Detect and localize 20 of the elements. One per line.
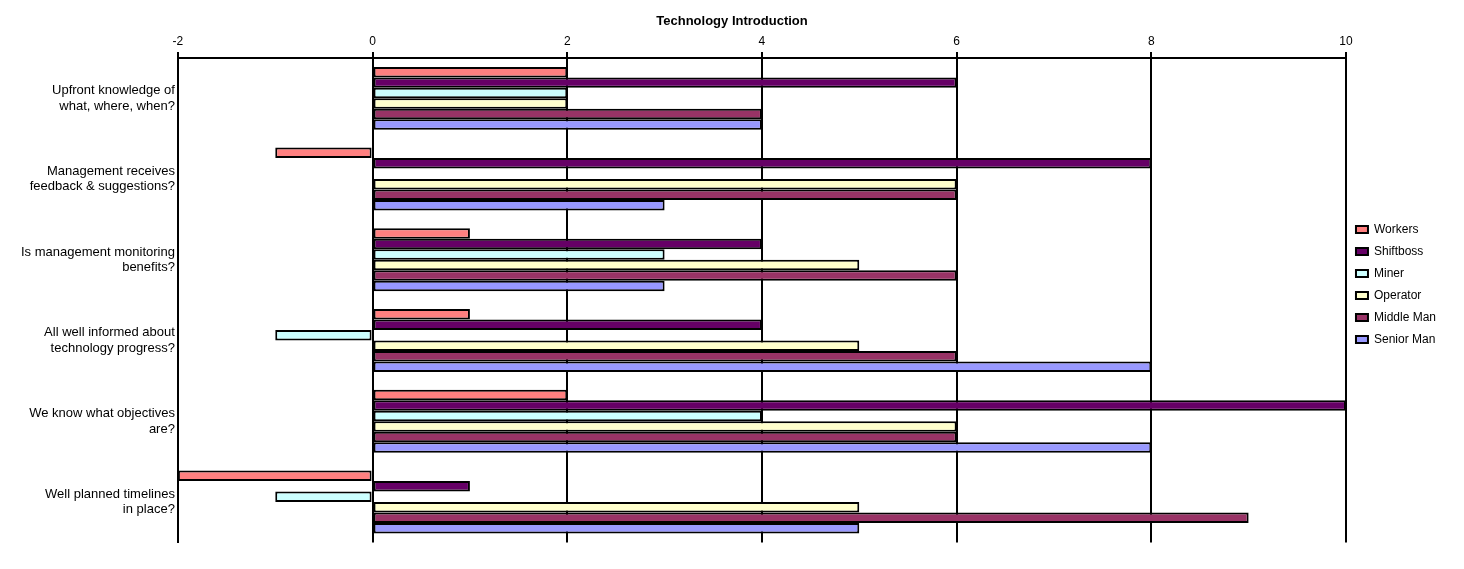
legend-label: Miner	[1373, 265, 1404, 280]
y-tick-label: Well planned timelines in place?	[45, 485, 176, 517]
legend-label: Shiftboss	[1373, 243, 1424, 258]
y-tick-label: All well informed about technology progress?	[44, 324, 176, 355]
chart-title: Technology Introduction	[656, 13, 808, 29]
x-tick-label: 8	[1147, 34, 1155, 49]
x-tick-label: 4	[758, 34, 766, 49]
legend-label: Operator	[1373, 287, 1422, 302]
y-tick-label: Management receives feedback & suggestions?	[29, 162, 176, 194]
legend-label: Senior Man	[1373, 331, 1436, 346]
y-tick-label: Is management monitoring benefits?	[20, 243, 175, 275]
x-tick-label: 6	[953, 34, 961, 49]
x-tick-label: 2	[563, 34, 571, 49]
x-tick-label: 0	[369, 34, 377, 49]
x-tick-label: -2	[172, 34, 184, 49]
x-tick-label: 10	[1339, 34, 1353, 49]
y-tick-label: We know what objectives are?	[29, 405, 176, 436]
y-tick-label: Upfront knowledge of what, where, when?	[52, 82, 176, 113]
legend-label: Workers	[1373, 221, 1419, 236]
legend-label: Middle Man	[1373, 309, 1436, 324]
